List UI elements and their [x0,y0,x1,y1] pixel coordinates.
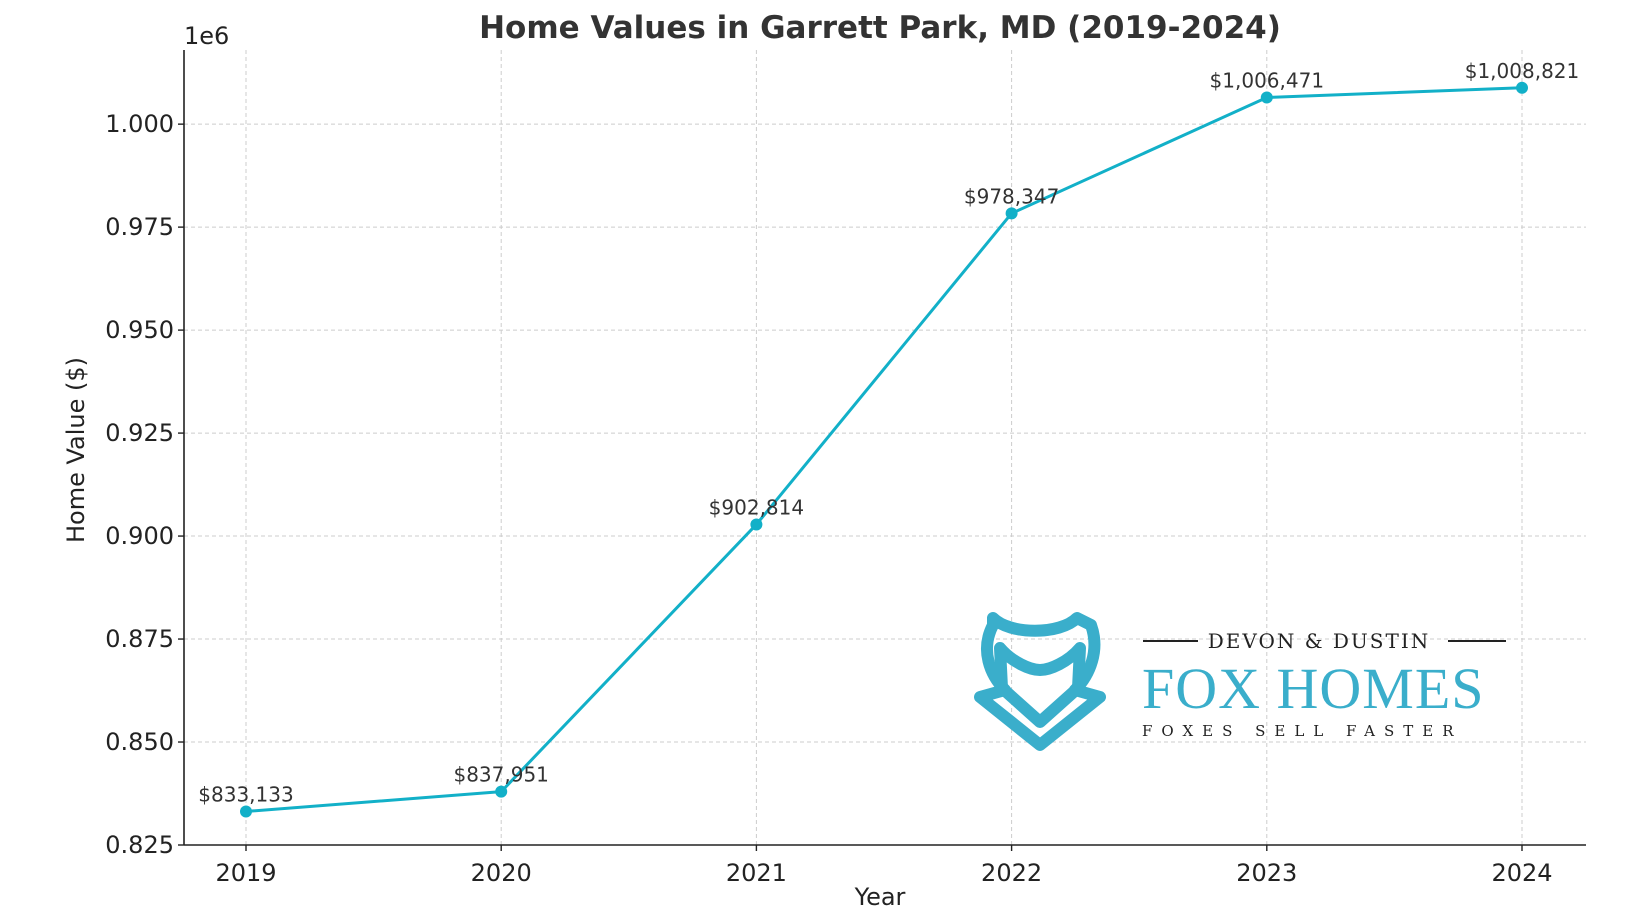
data-point [1005,207,1018,220]
x-tick-label: 2022 [981,859,1042,887]
y-tick-label: 0.950 [105,316,174,344]
fox-head-icon [974,612,1106,751]
data-label: $902,814 [709,495,804,519]
data-point [240,805,252,818]
data-labels: $833,133 $837,951 $902,814 $978,347 $1,006,4… [198,59,1579,807]
fox-homes-logo: DEVON & DUSTIN FOX HOMES FOXES SELL FAST… [974,612,1506,751]
data-label: $837,951 [453,763,548,787]
logo-top-text: DEVON & DUSTIN [1208,629,1430,653]
logo-main-text: FOX HOMES [1142,656,1485,721]
data-label: $978,347 [964,184,1059,208]
x-tick-label: 2021 [726,859,787,887]
data-point [495,785,508,798]
y-tick-label: 1.000 [105,110,174,138]
y-axis-label: Home Value ($) [62,357,90,543]
y-tick-label: 0.875 [105,625,174,653]
data-label: $1,006,471 [1210,68,1325,92]
grid [184,50,1586,845]
x-tick-label: 2019 [215,859,276,887]
data-point [750,518,763,531]
y-offset-text: 1e6 [184,22,229,50]
y-tick-label: 0.825 [105,831,174,859]
x-ticks: 2019 2020 2021 2022 2023 2024 [215,845,1553,887]
series-line [245,86,1523,813]
y-ticks: 0.825 0.850 0.875 0.900 0.925 0.950 0.975 1.000 [105,110,184,859]
series-home-value [240,81,1528,818]
x-tick-label: 2023 [1236,859,1297,887]
y-tick-label: 0.900 [105,522,174,550]
y-tick-label: 0.850 [105,728,174,756]
x-tick-label: 2024 [1491,859,1552,887]
chart-title: Home Values in Garrett Park, MD (2019-20… [479,10,1281,46]
axes [183,50,1586,846]
logo-tagline: FOXES SELL FASTER [1142,722,1463,740]
x-tick-label: 2020 [471,859,532,887]
x-axis-label: Year [854,883,906,911]
data-point [1260,91,1273,104]
y-tick-label: 0.925 [105,419,174,447]
data-label: $833,133 [198,782,293,806]
data-label: $1,008,821 [1465,59,1580,83]
data-point [1516,81,1528,94]
y-tick-label: 0.975 [105,213,174,241]
